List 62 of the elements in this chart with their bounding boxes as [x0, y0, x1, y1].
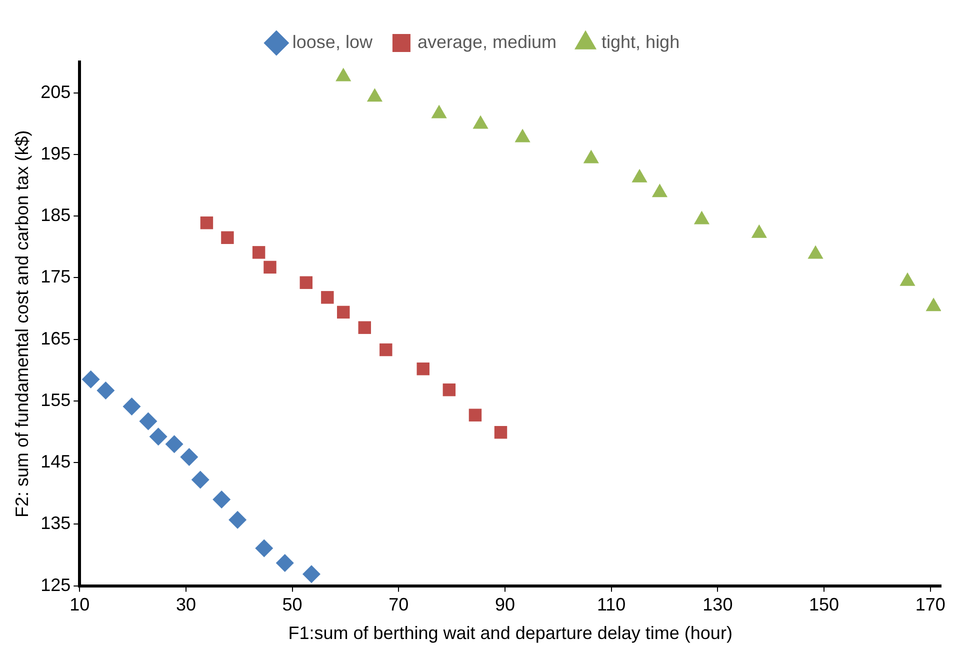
- x-tick-label: 150: [809, 594, 840, 615]
- x-tick-label: 10: [70, 594, 90, 615]
- point: [808, 245, 824, 259]
- y-tick-label: 125: [40, 574, 71, 595]
- point: [632, 168, 648, 182]
- x-tick-label: 110: [596, 594, 626, 615]
- point: [336, 306, 350, 319]
- y-tick-label: 175: [40, 266, 71, 287]
- point: [302, 565, 320, 584]
- legend-label: tight, high: [602, 32, 680, 52]
- y-tick-label: 135: [40, 513, 71, 534]
- point: [200, 216, 214, 230]
- point: [276, 554, 294, 572]
- point: [442, 383, 456, 396]
- point: [694, 210, 710, 224]
- x-tick-label: 70: [388, 594, 409, 615]
- point: [255, 539, 274, 558]
- point: [139, 412, 158, 430]
- y-tick-label: 155: [40, 390, 71, 410]
- point: [149, 428, 168, 446]
- y-axis-title: F2: sum of fundamental cost and carbon tax (k$): [12, 130, 32, 518]
- point: [264, 260, 276, 274]
- point: [321, 291, 334, 304]
- y-tick-label: 145: [40, 452, 71, 472]
- point: [300, 276, 313, 289]
- y-tick-label: 195: [40, 143, 71, 164]
- point: [221, 231, 234, 244]
- point: [180, 448, 198, 466]
- x-tick-label: 90: [494, 594, 516, 615]
- point: [431, 104, 447, 118]
- point: [751, 224, 767, 238]
- point: [96, 381, 115, 400]
- legend-label: average, medium: [417, 32, 557, 52]
- point: [514, 128, 530, 142]
- x-axis-title: F1:sum of berthing wait and departure delay time (hour): [288, 623, 732, 644]
- point: [336, 68, 352, 82]
- point: [380, 343, 392, 356]
- point: [252, 246, 266, 259]
- point: [358, 321, 371, 334]
- point: [366, 88, 383, 102]
- x-tick-label: 50: [282, 594, 302, 615]
- point: [494, 426, 508, 439]
- y-tick-label: 165: [40, 328, 71, 348]
- legend-label: loose, low: [292, 32, 374, 52]
- point: [165, 435, 184, 454]
- point: [468, 408, 482, 422]
- point: [900, 272, 916, 286]
- point: [652, 184, 668, 198]
- point: [122, 397, 141, 416]
- point: [926, 298, 941, 312]
- y-tick-label: 185: [40, 205, 71, 226]
- point: [212, 490, 231, 509]
- point: [416, 362, 430, 376]
- x-tick-label: 130: [702, 594, 733, 615]
- y-tick-label: 205: [40, 82, 71, 102]
- x-tick-label: 30: [176, 594, 196, 615]
- point: [228, 510, 247, 529]
- point: [583, 150, 599, 164]
- point: [191, 470, 210, 489]
- point: [472, 115, 488, 129]
- x-tick-label: 170: [915, 594, 946, 615]
- point: [82, 370, 100, 388]
